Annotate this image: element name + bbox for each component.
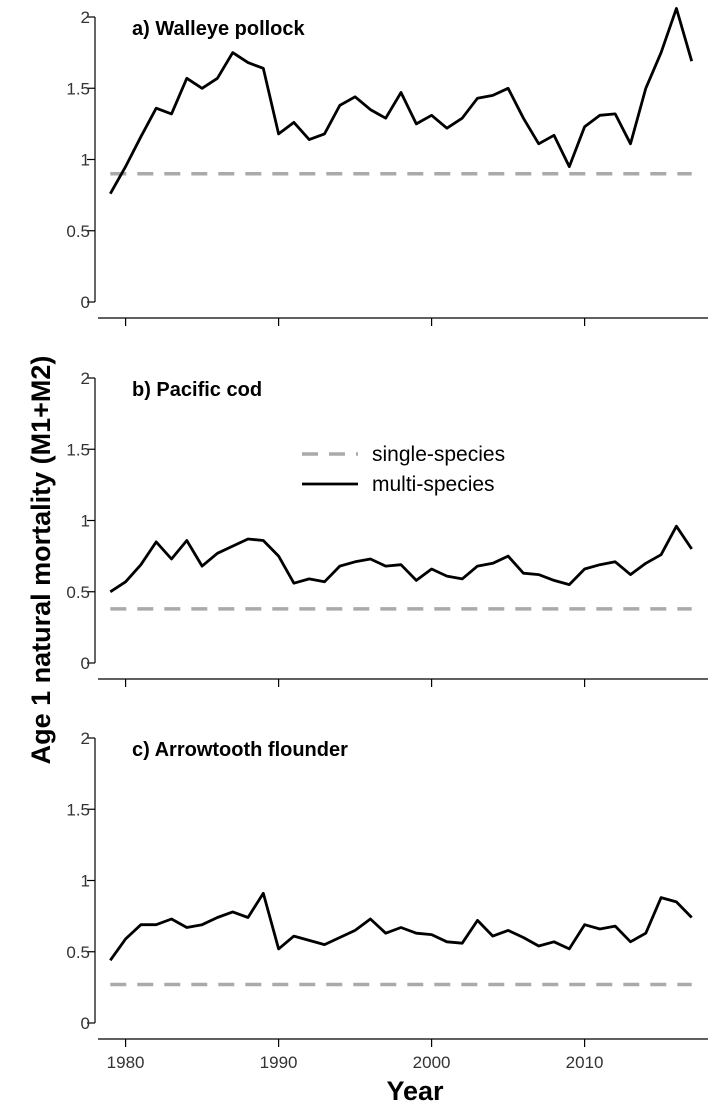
y-tick-label: 0 <box>81 293 90 312</box>
panel-2: 0 0.5 1 1.5 2 b) Pacific cod <box>66 369 708 687</box>
x-tick-label: 2000 <box>413 1053 451 1072</box>
x-tick-label: 2010 <box>566 1053 604 1072</box>
legend-label-single-species: single-species <box>372 443 505 466</box>
panel-title: c) Arrowtooth flounder <box>132 739 348 761</box>
y-tick-label: 0 <box>81 654 90 673</box>
multi-species-line <box>109 524 693 593</box>
multi-species-line <box>109 6 694 195</box>
panel-1: 0 0.5 1 1.5 2 a) Walleye pollock <box>66 6 708 326</box>
multi-species-line <box>109 891 693 962</box>
y-axis-title: Age 1 natural mortality (M1+M2) <box>26 356 56 765</box>
panel-title: a) Walleye pollock <box>132 18 306 40</box>
x-axis-title: Year <box>386 1076 444 1106</box>
y-tick-label: 0.5 <box>66 583 90 602</box>
y-tick-label: 1.5 <box>66 79 90 98</box>
y-tick-label: 1.5 <box>66 440 90 459</box>
x-tick-label: 1990 <box>260 1053 298 1072</box>
legend-label-multi-species: multi-species <box>372 473 495 496</box>
x-tick-label: 1980 <box>107 1053 145 1072</box>
y-tick-label: 1 <box>81 512 90 531</box>
y-tick-label: 2 <box>81 8 90 27</box>
y-tick-label: 1.5 <box>66 800 90 819</box>
legend: single-species multi-species <box>302 443 505 496</box>
y-tick-label: 2 <box>81 729 90 748</box>
y-tick-label: 1 <box>81 872 90 891</box>
panels-layer: 0 0.5 1 1.5 2 a) Walleye pollock 0 0.5 1 1.5 2 b) P… <box>66 6 708 1072</box>
panel-title: b) Pacific cod <box>132 379 262 401</box>
y-tick-label: 0.5 <box>66 943 90 962</box>
y-tick-label: 0 <box>81 1014 90 1033</box>
panel-3: 0 0.5 1 1.5 2 1980 1990 2000 2010 c) Arrowtooth f… <box>66 729 708 1072</box>
y-tick-label: 0.5 <box>66 222 90 241</box>
y-tick-label: 2 <box>81 369 90 388</box>
y-tick-label: 1 <box>81 151 90 170</box>
